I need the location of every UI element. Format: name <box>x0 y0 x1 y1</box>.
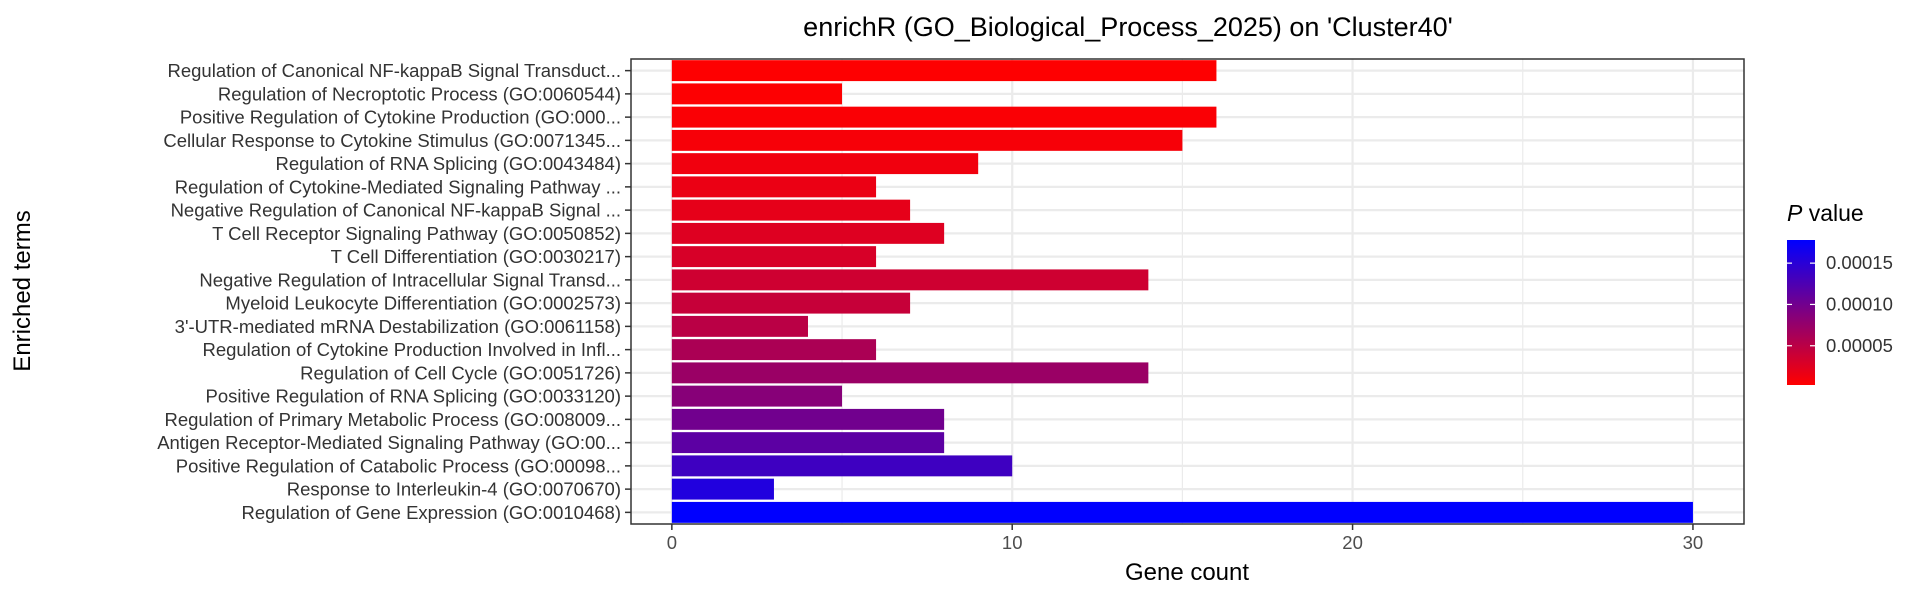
plot-panel-border <box>630 58 1745 525</box>
bar <box>671 176 877 198</box>
bar <box>671 501 1693 523</box>
bar <box>671 153 979 175</box>
y-tick-label: Negative Regulation of Intracellular Sig… <box>199 269 621 290</box>
bar <box>671 455 1013 477</box>
y-tick-label: Regulation of Gene Expression (GO:001046… <box>242 502 621 523</box>
y-tick-label: Regulation of Cytokine Production Involv… <box>202 339 621 360</box>
y-tick-label: Regulation of Cytokine-Mediated Signalin… <box>175 176 621 197</box>
y-tick-label: Positive Regulation of RNA Splicing (GO:… <box>206 386 621 407</box>
y-axis-label: Enriched terms <box>9 210 36 371</box>
y-tick-label: Antigen Receptor-Mediated Signaling Path… <box>157 432 621 453</box>
bar <box>671 408 945 430</box>
y-tick-label: Regulation of Cell Cycle (GO:0051726) <box>300 362 621 383</box>
bar <box>671 269 1149 291</box>
bars <box>671 60 1693 523</box>
bar <box>671 432 945 454</box>
x-tick-label: 10 <box>1002 532 1023 553</box>
legend-tick-label: 0.00005 <box>1826 335 1893 356</box>
bar <box>671 60 1217 82</box>
y-tick-label: 3'-UTR-mediated mRNA Destabilization (GO… <box>175 316 621 337</box>
bar <box>671 385 843 407</box>
bar <box>671 292 911 314</box>
bar <box>671 478 774 500</box>
legend-title-rest: value <box>1802 200 1863 226</box>
y-tick-label: Response to Interleukin-4 (GO:0070670) <box>287 479 621 500</box>
bar <box>671 246 877 268</box>
bar <box>671 315 808 337</box>
y-tick-label: Cellular Response to Cytokine Stimulus (… <box>163 130 621 151</box>
y-tick-label: Regulation of Primary Metabolic Process … <box>164 409 621 430</box>
y-tick-labels: Regulation of Canonical NF-kappaB Signal… <box>157 60 631 523</box>
x-tick-labels: 0 10 20 30 <box>667 524 1704 553</box>
y-tick-label: Regulation of Necroptotic Process (GO:00… <box>218 83 621 104</box>
x-axis-label: Gene count <box>1125 559 1249 586</box>
legend-colorbar <box>1787 240 1815 385</box>
bar <box>671 129 1183 151</box>
legend-ticks: 0.00005 0.00010 0.00015 <box>1787 252 1893 356</box>
y-tick-label: Negative Regulation of Canonical NF-kapp… <box>171 200 621 221</box>
grid-lines <box>631 59 1744 524</box>
y-tick-label: T Cell Differentiation (GO:0030217) <box>331 246 621 267</box>
y-tick-label: Positive Regulation of Cytokine Producti… <box>180 107 621 128</box>
legend-tick-label: 0.00015 <box>1826 252 1893 273</box>
y-tick-label: Myeloid Leukocyte Differentiation (GO:00… <box>225 293 621 314</box>
x-tick-label: 30 <box>1683 532 1704 553</box>
bar <box>671 106 1217 128</box>
legend-title-italic: P <box>1787 200 1803 226</box>
bar <box>671 339 877 361</box>
legend-title: P value <box>1787 200 1864 226</box>
x-tick-label: 0 <box>667 532 677 553</box>
p-value-legend: P value 0.00005 0.00010 0.00015 <box>1787 200 1893 385</box>
bar <box>671 222 945 244</box>
bar <box>671 362 1149 384</box>
y-tick-label: Regulation of Canonical NF-kappaB Signal… <box>167 60 621 81</box>
y-tick-label: Regulation of RNA Splicing (GO:0043484) <box>275 153 621 174</box>
chart-title: enrichR (GO_Biological_Process_2025) on … <box>803 12 1453 42</box>
legend-tick-label: 0.00010 <box>1826 293 1893 314</box>
bar <box>671 83 843 105</box>
y-tick-label: T Cell Receptor Signaling Pathway (GO:00… <box>212 223 621 244</box>
x-tick-label: 20 <box>1342 532 1363 553</box>
bar <box>671 199 911 221</box>
y-tick-label: Positive Regulation of Catabolic Process… <box>176 455 621 476</box>
